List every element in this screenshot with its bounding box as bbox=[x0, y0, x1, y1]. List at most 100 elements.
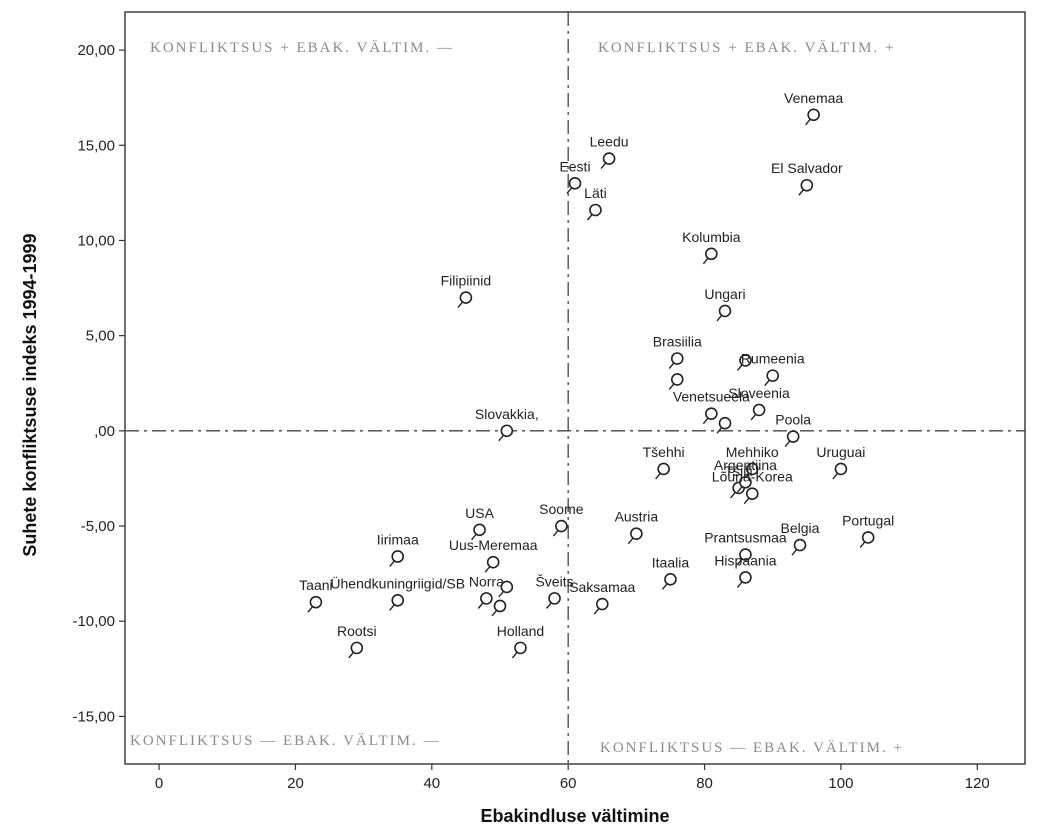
point-marker bbox=[786, 430, 800, 443]
point-marker bbox=[459, 291, 473, 304]
point-label: Šveits bbox=[535, 573, 573, 589]
point-marker bbox=[568, 177, 582, 190]
point-marker bbox=[309, 595, 323, 609]
point-marker-tail bbox=[491, 609, 498, 617]
point-label: Lõuna-Korea bbox=[712, 469, 793, 485]
point-marker-tail bbox=[668, 362, 675, 369]
point-label: Holland bbox=[497, 623, 544, 639]
x-tick-label: 60 bbox=[560, 775, 577, 792]
point-marker-tail bbox=[498, 590, 505, 598]
point-marker bbox=[739, 571, 752, 584]
point-marker bbox=[500, 424, 514, 438]
point-label: Venemaa bbox=[784, 90, 843, 106]
x-tick-label: 80 bbox=[696, 775, 713, 792]
point-marker-tail bbox=[389, 603, 396, 611]
point-label: Ungari bbox=[704, 286, 745, 302]
point-marker bbox=[718, 304, 732, 318]
point-label: Poola bbox=[775, 412, 811, 428]
point-marker-tail bbox=[552, 529, 559, 537]
data-point: Rumeenia bbox=[741, 351, 805, 387]
point-label: Saksamaa bbox=[569, 579, 635, 595]
point-marker bbox=[739, 548, 752, 561]
annotation-top-left: KONFLIKTSUS + EBAK. VÄLTIM. — bbox=[150, 39, 454, 56]
data-point: Leedu bbox=[590, 134, 629, 170]
point-label: Läti bbox=[584, 185, 607, 201]
x-axis-ticks: 0 20 40 60 80 100 120 bbox=[155, 764, 990, 792]
point-marker-tail bbox=[736, 485, 743, 493]
point-marker bbox=[766, 369, 780, 382]
point-marker bbox=[670, 373, 684, 386]
data-point: Portugal bbox=[842, 512, 894, 548]
point-label: Tšehhi bbox=[643, 444, 685, 460]
y-tick-label: 15,00 bbox=[77, 137, 115, 154]
point-marker-tail bbox=[586, 213, 593, 221]
data-point: Mehhiko bbox=[726, 444, 779, 480]
point-label: Filipiinid bbox=[441, 273, 492, 289]
data-point: Belgia bbox=[781, 520, 820, 556]
point-marker bbox=[793, 538, 807, 552]
data-point bbox=[491, 599, 507, 617]
y-tick-label: 5,00 bbox=[86, 328, 115, 345]
point-marker-tail bbox=[730, 491, 737, 499]
point-label: Norra bbox=[469, 573, 504, 589]
point-marker-tail bbox=[702, 417, 709, 425]
data-point: Itaalia bbox=[652, 554, 689, 590]
point-label: Rootsi bbox=[337, 623, 377, 639]
data-point: Poola bbox=[775, 412, 811, 447]
point-label: Sloveenia bbox=[728, 385, 790, 401]
y-tick-label: ,00 bbox=[94, 423, 115, 440]
point-marker bbox=[752, 403, 766, 417]
data-point: Iirimaa bbox=[377, 531, 419, 567]
data-point bbox=[736, 354, 752, 371]
data-point: Taani bbox=[299, 577, 333, 613]
data-point: Austria bbox=[615, 509, 658, 545]
x-tick-label: 20 bbox=[287, 775, 304, 792]
data-point bbox=[498, 580, 514, 598]
point-marker bbox=[800, 178, 814, 192]
point-marker bbox=[350, 641, 364, 655]
point-marker-tail bbox=[471, 533, 478, 541]
point-marker bbox=[745, 487, 759, 500]
point-label: Ühendkuningriigid/SB bbox=[330, 574, 465, 591]
data-point: Läti bbox=[584, 185, 607, 221]
point-marker bbox=[705, 247, 718, 261]
point-marker bbox=[834, 462, 848, 476]
point-marker-tail bbox=[859, 540, 866, 548]
annotation-bottom-left: KONFLIKTSUS — EBAK. VÄLTIM. — bbox=[130, 732, 441, 749]
data-point: Šveits bbox=[535, 573, 574, 609]
point-marker-tail bbox=[566, 186, 573, 194]
y-tick-label: -5,00 bbox=[81, 518, 115, 535]
data-point: Slovakkia, bbox=[475, 406, 539, 442]
point-label: Uruguai bbox=[816, 444, 865, 460]
data-point: USA bbox=[465, 505, 495, 541]
point-label: Prantsusmaa bbox=[704, 530, 787, 546]
point-label: Rumeenia bbox=[741, 351, 805, 367]
x-tick-label: 100 bbox=[828, 775, 853, 792]
data-point: Eesti bbox=[559, 158, 591, 194]
data-point: Argentiina bbox=[714, 457, 777, 493]
point-marker-tail bbox=[764, 379, 771, 387]
point-label: Mehhiko bbox=[726, 444, 779, 460]
point-marker-tail bbox=[750, 413, 757, 421]
annotation-bottom-right: KONFLIKTSUS — EBAK. VÄLTIM. + bbox=[600, 739, 904, 756]
data-point: Venetsueela bbox=[673, 389, 750, 425]
data-point: Venemaa bbox=[784, 90, 843, 126]
point-marker bbox=[480, 592, 493, 605]
point-label: Kolumbia bbox=[682, 229, 741, 245]
point-label: Leedu bbox=[590, 134, 629, 150]
y-tick-label: 10,00 bbox=[77, 232, 115, 249]
point-marker bbox=[745, 462, 759, 476]
data-point: Uruguai bbox=[816, 444, 865, 480]
point-marker-tail bbox=[805, 118, 812, 126]
y-tick-label: -15,00 bbox=[72, 708, 115, 725]
point-marker-tail bbox=[477, 601, 484, 609]
point-marker bbox=[391, 550, 405, 563]
plot-frame bbox=[124, 11, 1026, 765]
point-marker bbox=[739, 475, 752, 489]
point-marker bbox=[739, 354, 752, 367]
point-marker-tail bbox=[668, 382, 675, 390]
point-marker-tail bbox=[511, 651, 518, 659]
point-marker bbox=[500, 580, 514, 594]
point-marker-tail bbox=[736, 558, 743, 566]
